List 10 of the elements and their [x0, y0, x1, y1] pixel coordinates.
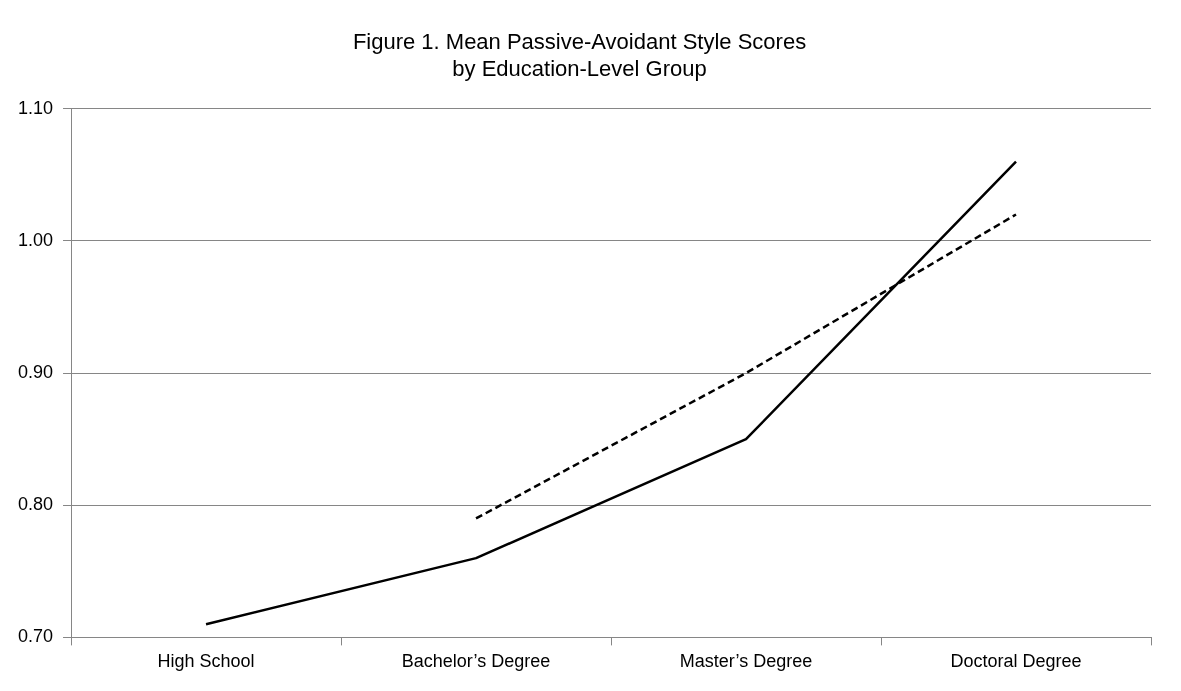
x-tick-label: Master’s Degree: [679, 651, 813, 672]
y-tick-label: 0.90: [17, 362, 54, 383]
y-tick-label: 1.00: [17, 229, 54, 250]
y-tick-label: 1.10: [17, 97, 54, 118]
y-tick-label: 0.70: [17, 626, 54, 647]
x-tick-label: High School: [157, 651, 255, 672]
chart-title: Figure 1. Mean Passive-Avoidant Style Scores by Education-Level Group: [352, 29, 807, 81]
x-tick-label: Bachelor’s Degree: [401, 651, 551, 672]
y-tick-label: 0.80: [17, 494, 54, 515]
x-tick-label: Doctoral Degree: [950, 651, 1082, 672]
